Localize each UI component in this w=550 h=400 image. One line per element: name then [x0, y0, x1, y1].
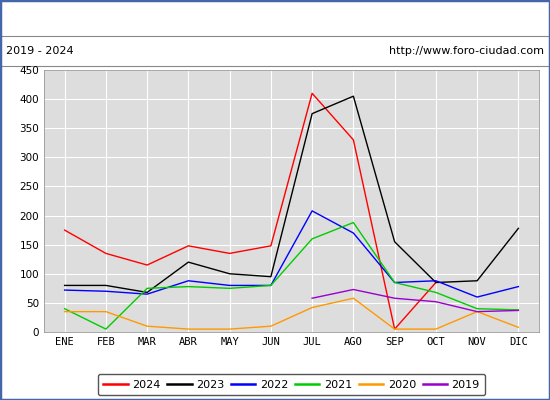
- Text: Evolucion Nº Turistas Extranjeros en el municipio de Fuentelapeña: Evolucion Nº Turistas Extranjeros en el …: [32, 10, 518, 26]
- Text: 2019 - 2024: 2019 - 2024: [6, 46, 73, 56]
- Text: http://www.foro-ciudad.com: http://www.foro-ciudad.com: [389, 46, 544, 56]
- Legend: 2024, 2023, 2022, 2021, 2020, 2019: 2024, 2023, 2022, 2021, 2020, 2019: [98, 374, 485, 395]
